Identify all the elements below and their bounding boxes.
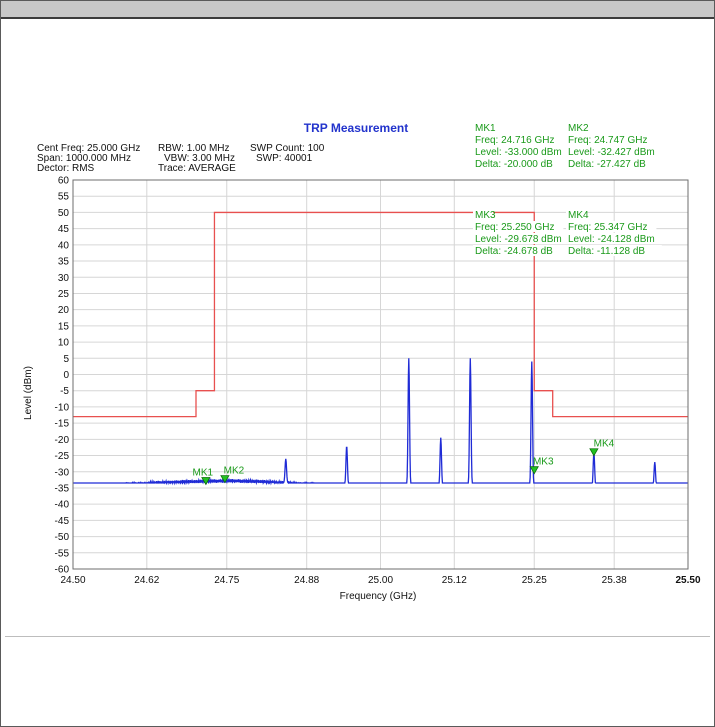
- top-toolbar-bar: [1, 1, 714, 19]
- chart-series: [73, 211, 688, 486]
- readout-bg: [566, 158, 662, 169]
- x-tick-label: 24.50: [60, 575, 85, 586]
- readout-bg: [473, 221, 564, 232]
- y-tick-label: 40: [58, 240, 70, 251]
- readout-bg: [473, 245, 569, 256]
- y-tick-label: -60: [55, 565, 70, 576]
- marker-readout-level-mk1: Level: -33.000 dBm: [475, 147, 562, 158]
- x-tick-label: 24.75: [214, 575, 239, 586]
- y-tick-label: 35: [58, 257, 70, 268]
- chart-panel: 60 55 50 45 40 35 30 25 20 15 10 5 0 -5 -10 -15 -20 -25 -3…: [5, 20, 710, 637]
- marker-label-mk3: MK3: [533, 457, 554, 468]
- y-tick-label: -50: [55, 532, 70, 543]
- readout-bg: [473, 122, 494, 133]
- marker-readout-name-mk3: MK3: [475, 210, 496, 221]
- marker-readout-level-mk2: Level: -32.427 dBm: [568, 147, 655, 158]
- y-tick-label: 60: [58, 176, 70, 187]
- y-tick-label: 50: [58, 208, 70, 219]
- readout-bg: [473, 158, 569, 169]
- y-tick-label: -5: [60, 386, 69, 397]
- marker-readout-delta-mk1: Delta: -20.000 dB: [475, 159, 553, 170]
- marker-readout-freq-mk2: Freq: 24.747 GHz: [568, 135, 647, 146]
- y-tick-label: 45: [58, 224, 70, 235]
- spectrum-trace: [73, 358, 688, 486]
- readout-bg: [473, 146, 575, 157]
- x-tick-label: 25.50: [675, 575, 700, 586]
- readout-bg: [473, 209, 494, 220]
- marker-triangle-mk4: [589, 448, 599, 457]
- marker-readout-name-mk1: MK1: [475, 123, 496, 134]
- setting-cent-freq: Cent Freq: 25.000 GHz: [37, 143, 140, 154]
- readout-bg: [473, 233, 575, 244]
- setting-swp-count: SWP Count: 100: [250, 143, 325, 154]
- chart-title: TRP Measurement: [304, 121, 408, 135]
- marker-readout-level-mk3: Level: -29.678 dBm: [475, 234, 562, 245]
- marker-readout-name-mk2: MK2: [568, 123, 589, 134]
- y-tick-label: -10: [55, 402, 70, 413]
- info-panel: [5, 639, 710, 724]
- y-tick-label: -15: [55, 419, 70, 430]
- x-tick-label: 25.25: [522, 575, 547, 586]
- y-tick-label: 20: [58, 305, 70, 316]
- setting-detector: Dector: RMS: [37, 163, 95, 174]
- readout-bg: [566, 122, 587, 133]
- y-tick-label: 30: [58, 273, 70, 284]
- setting-span: Span: 1000.000 MHz: [37, 153, 131, 164]
- marker-readout-name-mk4: MK4: [568, 210, 589, 221]
- setting-vbw: VBW: 3.00 MHz: [164, 153, 235, 164]
- trp-chart: 605550454035302520151050-5-10-15-20-25-3…: [23, 121, 701, 602]
- x-tick-label: 24.62: [134, 575, 159, 586]
- y-tick-label: 5: [63, 354, 69, 365]
- y-tick-label: -25: [55, 451, 70, 462]
- marker-readout-freq-mk4: Freq: 25.347 GHz: [568, 222, 647, 233]
- readout-bg: [566, 146, 668, 157]
- marker-label-mk4: MK4: [594, 439, 615, 450]
- marker-triangle-mk3: [529, 466, 539, 475]
- marker-label-mk1: MK1: [193, 467, 214, 478]
- readout-bg: [566, 221, 657, 232]
- y-tick-label: 10: [58, 338, 70, 349]
- y-tick-label: -40: [55, 500, 70, 511]
- marker-readout-freq-mk1: Freq: 24.716 GHz: [475, 135, 554, 146]
- y-tick-label: -20: [55, 435, 70, 446]
- y-tick-label: 0: [63, 370, 69, 381]
- marker-triangle-mk2: [220, 475, 230, 484]
- marker-readout-delta-mk4: Delta: -11.128 dB: [568, 246, 645, 257]
- axis-tick-labels: 605550454035302520151050-5-10-15-20-25-3…: [55, 176, 701, 587]
- y-tick-label: -55: [55, 548, 70, 559]
- y-tick-label: -45: [55, 516, 70, 527]
- marker-label-mk2: MK2: [224, 466, 245, 477]
- setting-trace: Trace: AVERAGE: [158, 163, 236, 174]
- chart-markers: MK1 MK2 MK3 MK4: [193, 439, 615, 486]
- setting-swp: SWP: 40001: [256, 153, 313, 164]
- x-tick-label: 25.12: [442, 575, 467, 586]
- y-tick-label: 55: [58, 192, 70, 203]
- marker-readout-level-mk4: Level: -24.128 dBm: [568, 234, 655, 245]
- setting-rbw: RBW: 1.00 MHz: [158, 143, 230, 154]
- marker-readout-delta-mk2: Delta: -27.427 dB: [568, 159, 646, 170]
- y-axis-label: Level (dBm): [23, 366, 34, 420]
- plot-area-border: [72, 179, 689, 570]
- x-axis-label: Frequency (GHz): [340, 591, 417, 602]
- readout-bg: [566, 245, 662, 256]
- readout-bg: [566, 233, 668, 244]
- y-tick-label: -30: [55, 467, 70, 478]
- x-tick-label: 24.88: [294, 575, 319, 586]
- readout-bg: [566, 134, 657, 145]
- marker-readout-delta-mk3: Delta: -24.678 dB: [475, 246, 553, 257]
- x-tick-label: 25.00: [368, 575, 393, 586]
- readout-bg: [566, 209, 587, 220]
- x-tick-label: 25.38: [602, 575, 627, 586]
- y-tick-label: 25: [58, 289, 70, 300]
- marker-readout-freq-mk3: Freq: 25.250 GHz: [475, 222, 554, 233]
- y-tick-label: 15: [58, 321, 70, 332]
- marker-triangle-mk1: [201, 477, 211, 486]
- y-tick-label: -35: [55, 483, 70, 494]
- mask-limit-line: [73, 211, 688, 418]
- readout-bg: [473, 134, 564, 145]
